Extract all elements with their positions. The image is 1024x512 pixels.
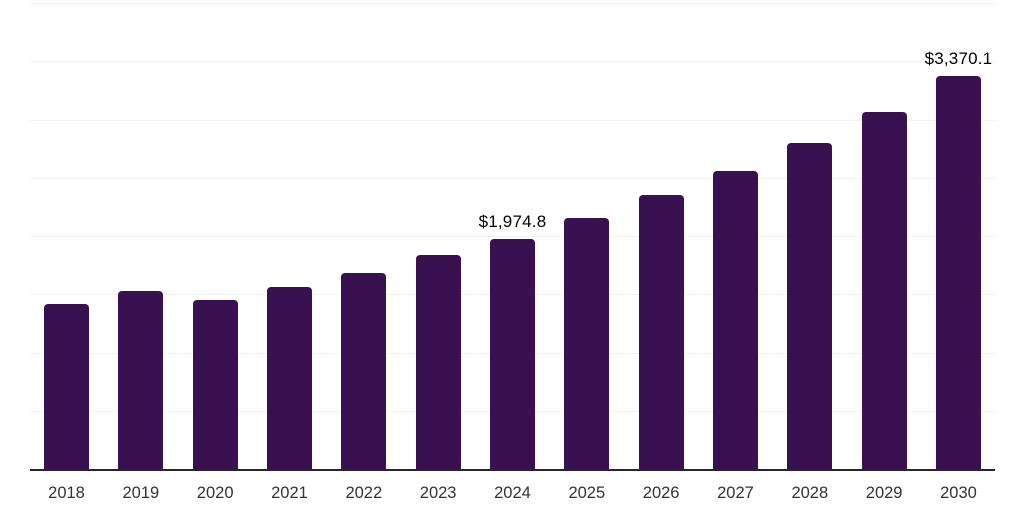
gridline xyxy=(30,119,995,121)
x-tick-label-2026: 2026 xyxy=(642,484,680,502)
x-tick-label-2024: 2024 xyxy=(494,484,531,502)
bar-2023 xyxy=(415,255,461,469)
bar-2030 xyxy=(935,76,981,469)
x-tick-label-2025: 2025 xyxy=(568,484,606,502)
bar-2029 xyxy=(861,111,907,469)
bar-2026 xyxy=(638,195,684,469)
gridline xyxy=(30,61,995,63)
gridline xyxy=(30,3,995,4)
gridline xyxy=(30,236,995,237)
x-tick-label-2021: 2021 xyxy=(271,484,308,502)
x-tick-label-2020: 2020 xyxy=(196,484,234,502)
bar-2021 xyxy=(266,286,312,469)
bar-2025 xyxy=(564,217,610,469)
bar-2020 xyxy=(192,299,238,469)
bar-2024 xyxy=(489,238,535,469)
bar-2022 xyxy=(341,272,387,469)
x-tick-label-2029: 2029 xyxy=(865,484,903,502)
bar-2028 xyxy=(787,143,833,469)
x-tick-label-2028: 2028 xyxy=(791,484,829,502)
x-tick-label-2022: 2022 xyxy=(345,484,383,502)
bar-2019 xyxy=(118,291,164,469)
plot-area: $1,974.8 $3,370.1 xyxy=(30,3,995,471)
gridline xyxy=(30,177,995,179)
x-tick-label-2030: 2030 xyxy=(940,484,977,502)
bar-2018 xyxy=(44,303,89,469)
x-tick-label-2018: 2018 xyxy=(48,484,85,502)
x-tick-label-2019: 2019 xyxy=(122,484,160,502)
bar-2027 xyxy=(712,170,758,469)
x-tick-label-2023: 2023 xyxy=(419,484,457,502)
value-label-2030: $3,370.1 xyxy=(924,49,993,69)
x-tick-label-2027: 2027 xyxy=(717,484,754,502)
value-label-2024: $1,974.8 xyxy=(478,211,547,231)
